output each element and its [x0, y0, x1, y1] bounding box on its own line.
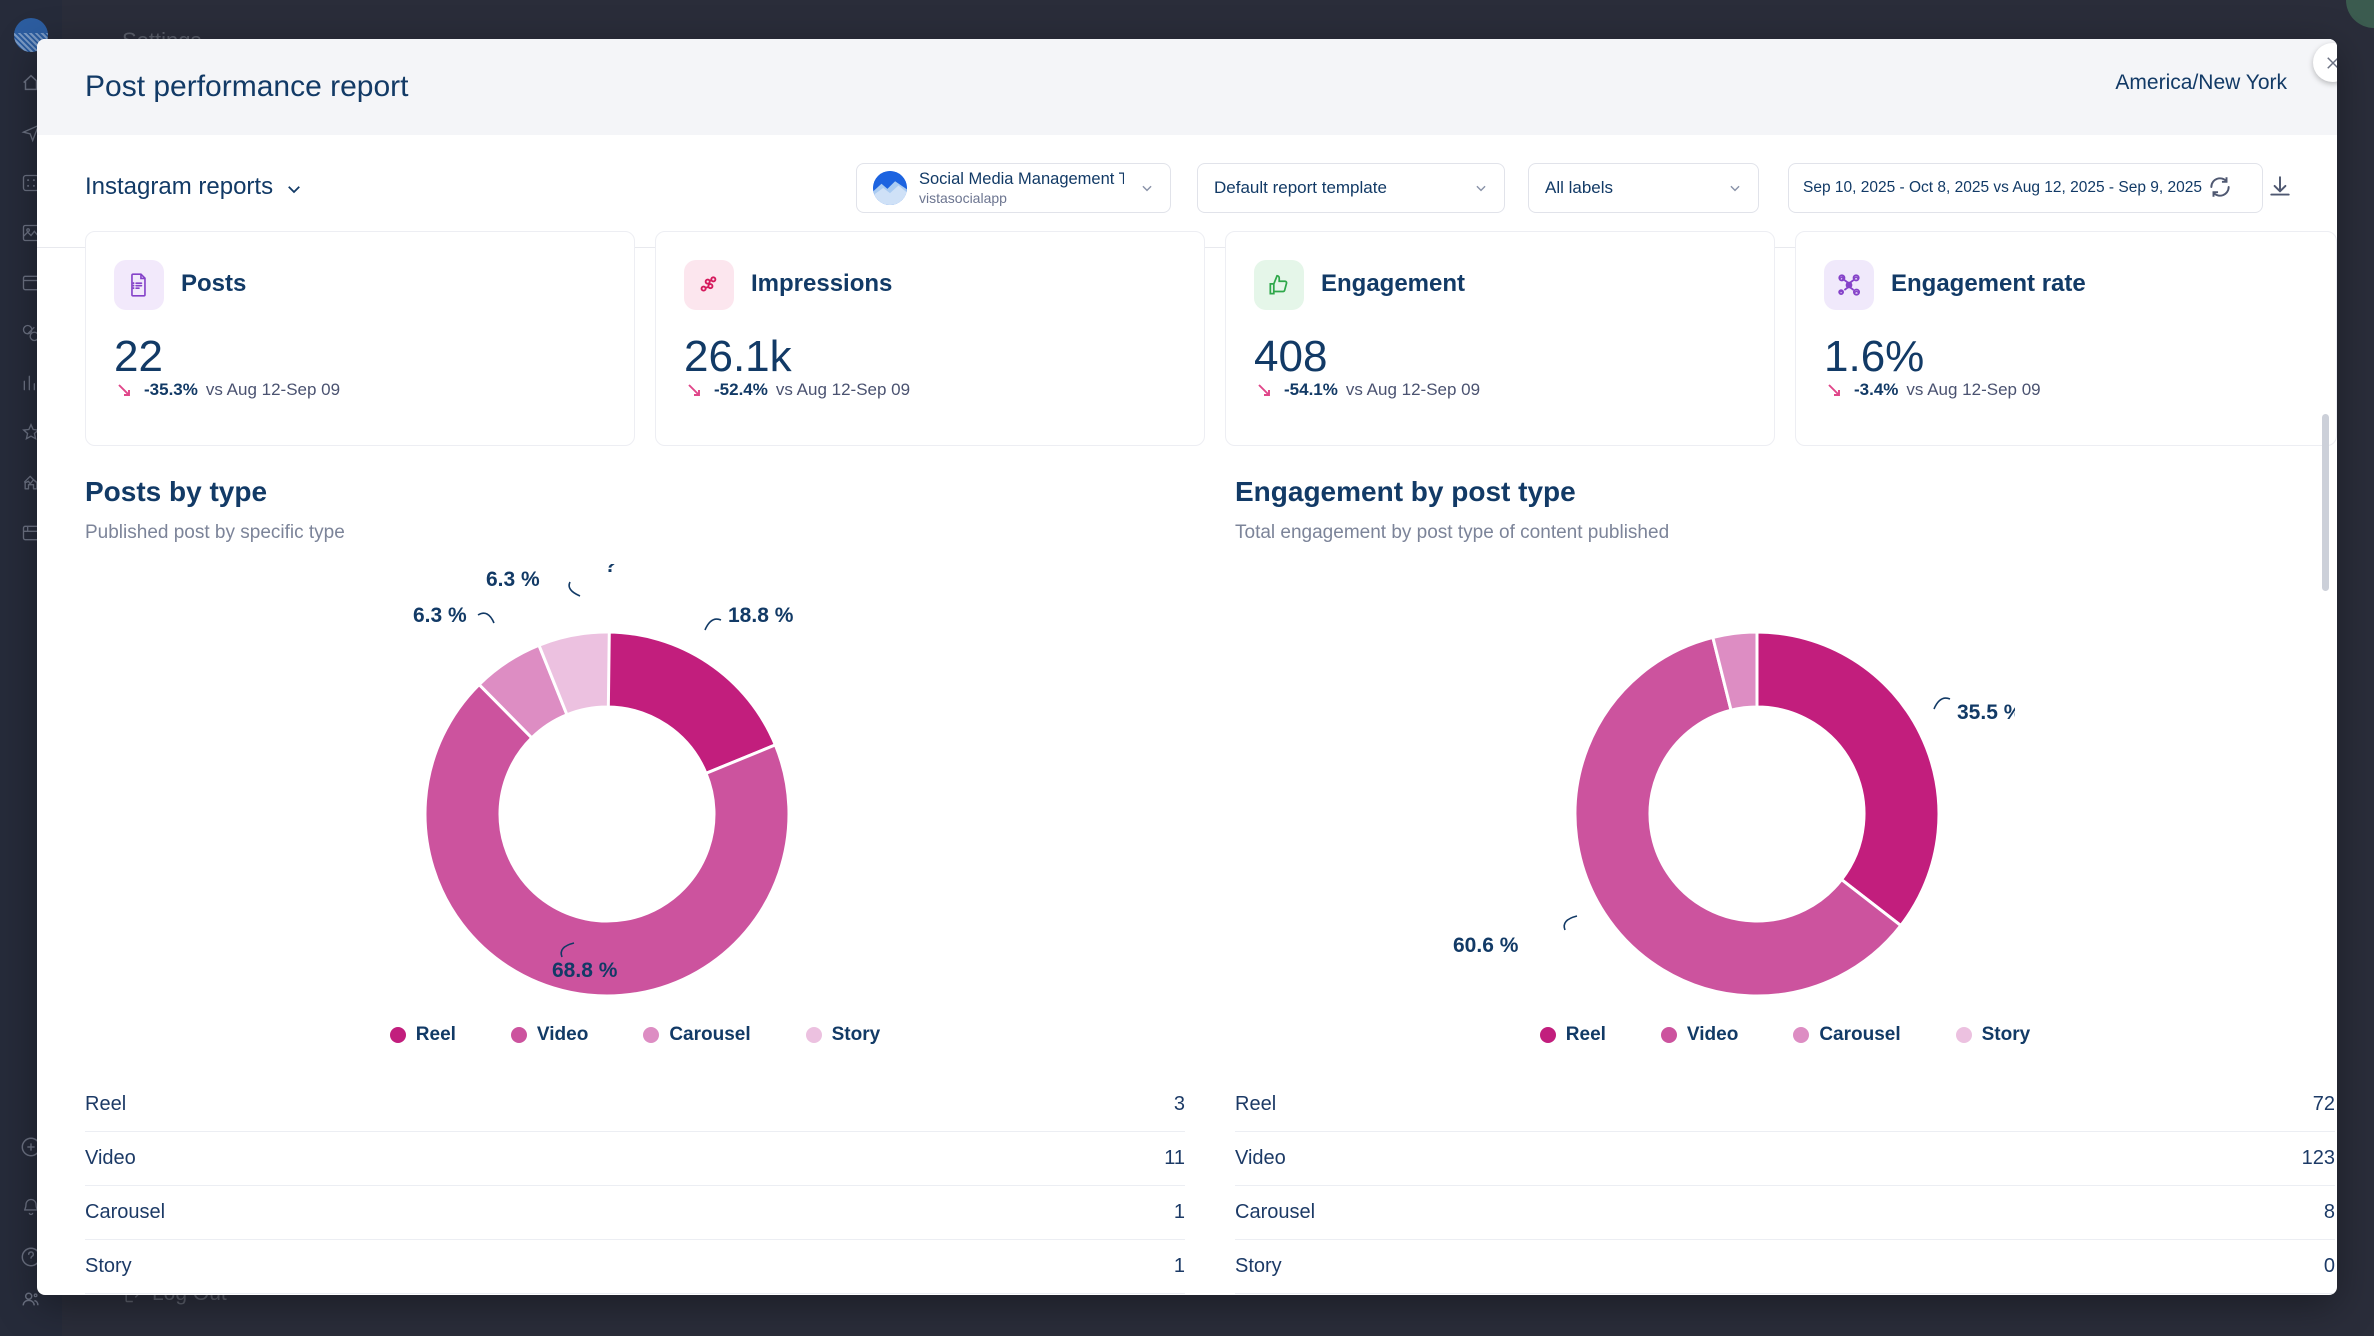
- svg-text:35.5 %: 35.5 %: [1957, 701, 2015, 724]
- svg-text:6.3 %: 6.3 %: [486, 568, 540, 591]
- svg-text:?: ?: [604, 564, 617, 577]
- svg-text:6.3 %: 6.3 %: [413, 604, 467, 627]
- svg-text:68.8 %: 68.8 %: [552, 959, 618, 982]
- svg-text:60.6 %: 60.6 %: [1453, 934, 1519, 957]
- svg-text:18.8 %: 18.8 %: [728, 604, 794, 627]
